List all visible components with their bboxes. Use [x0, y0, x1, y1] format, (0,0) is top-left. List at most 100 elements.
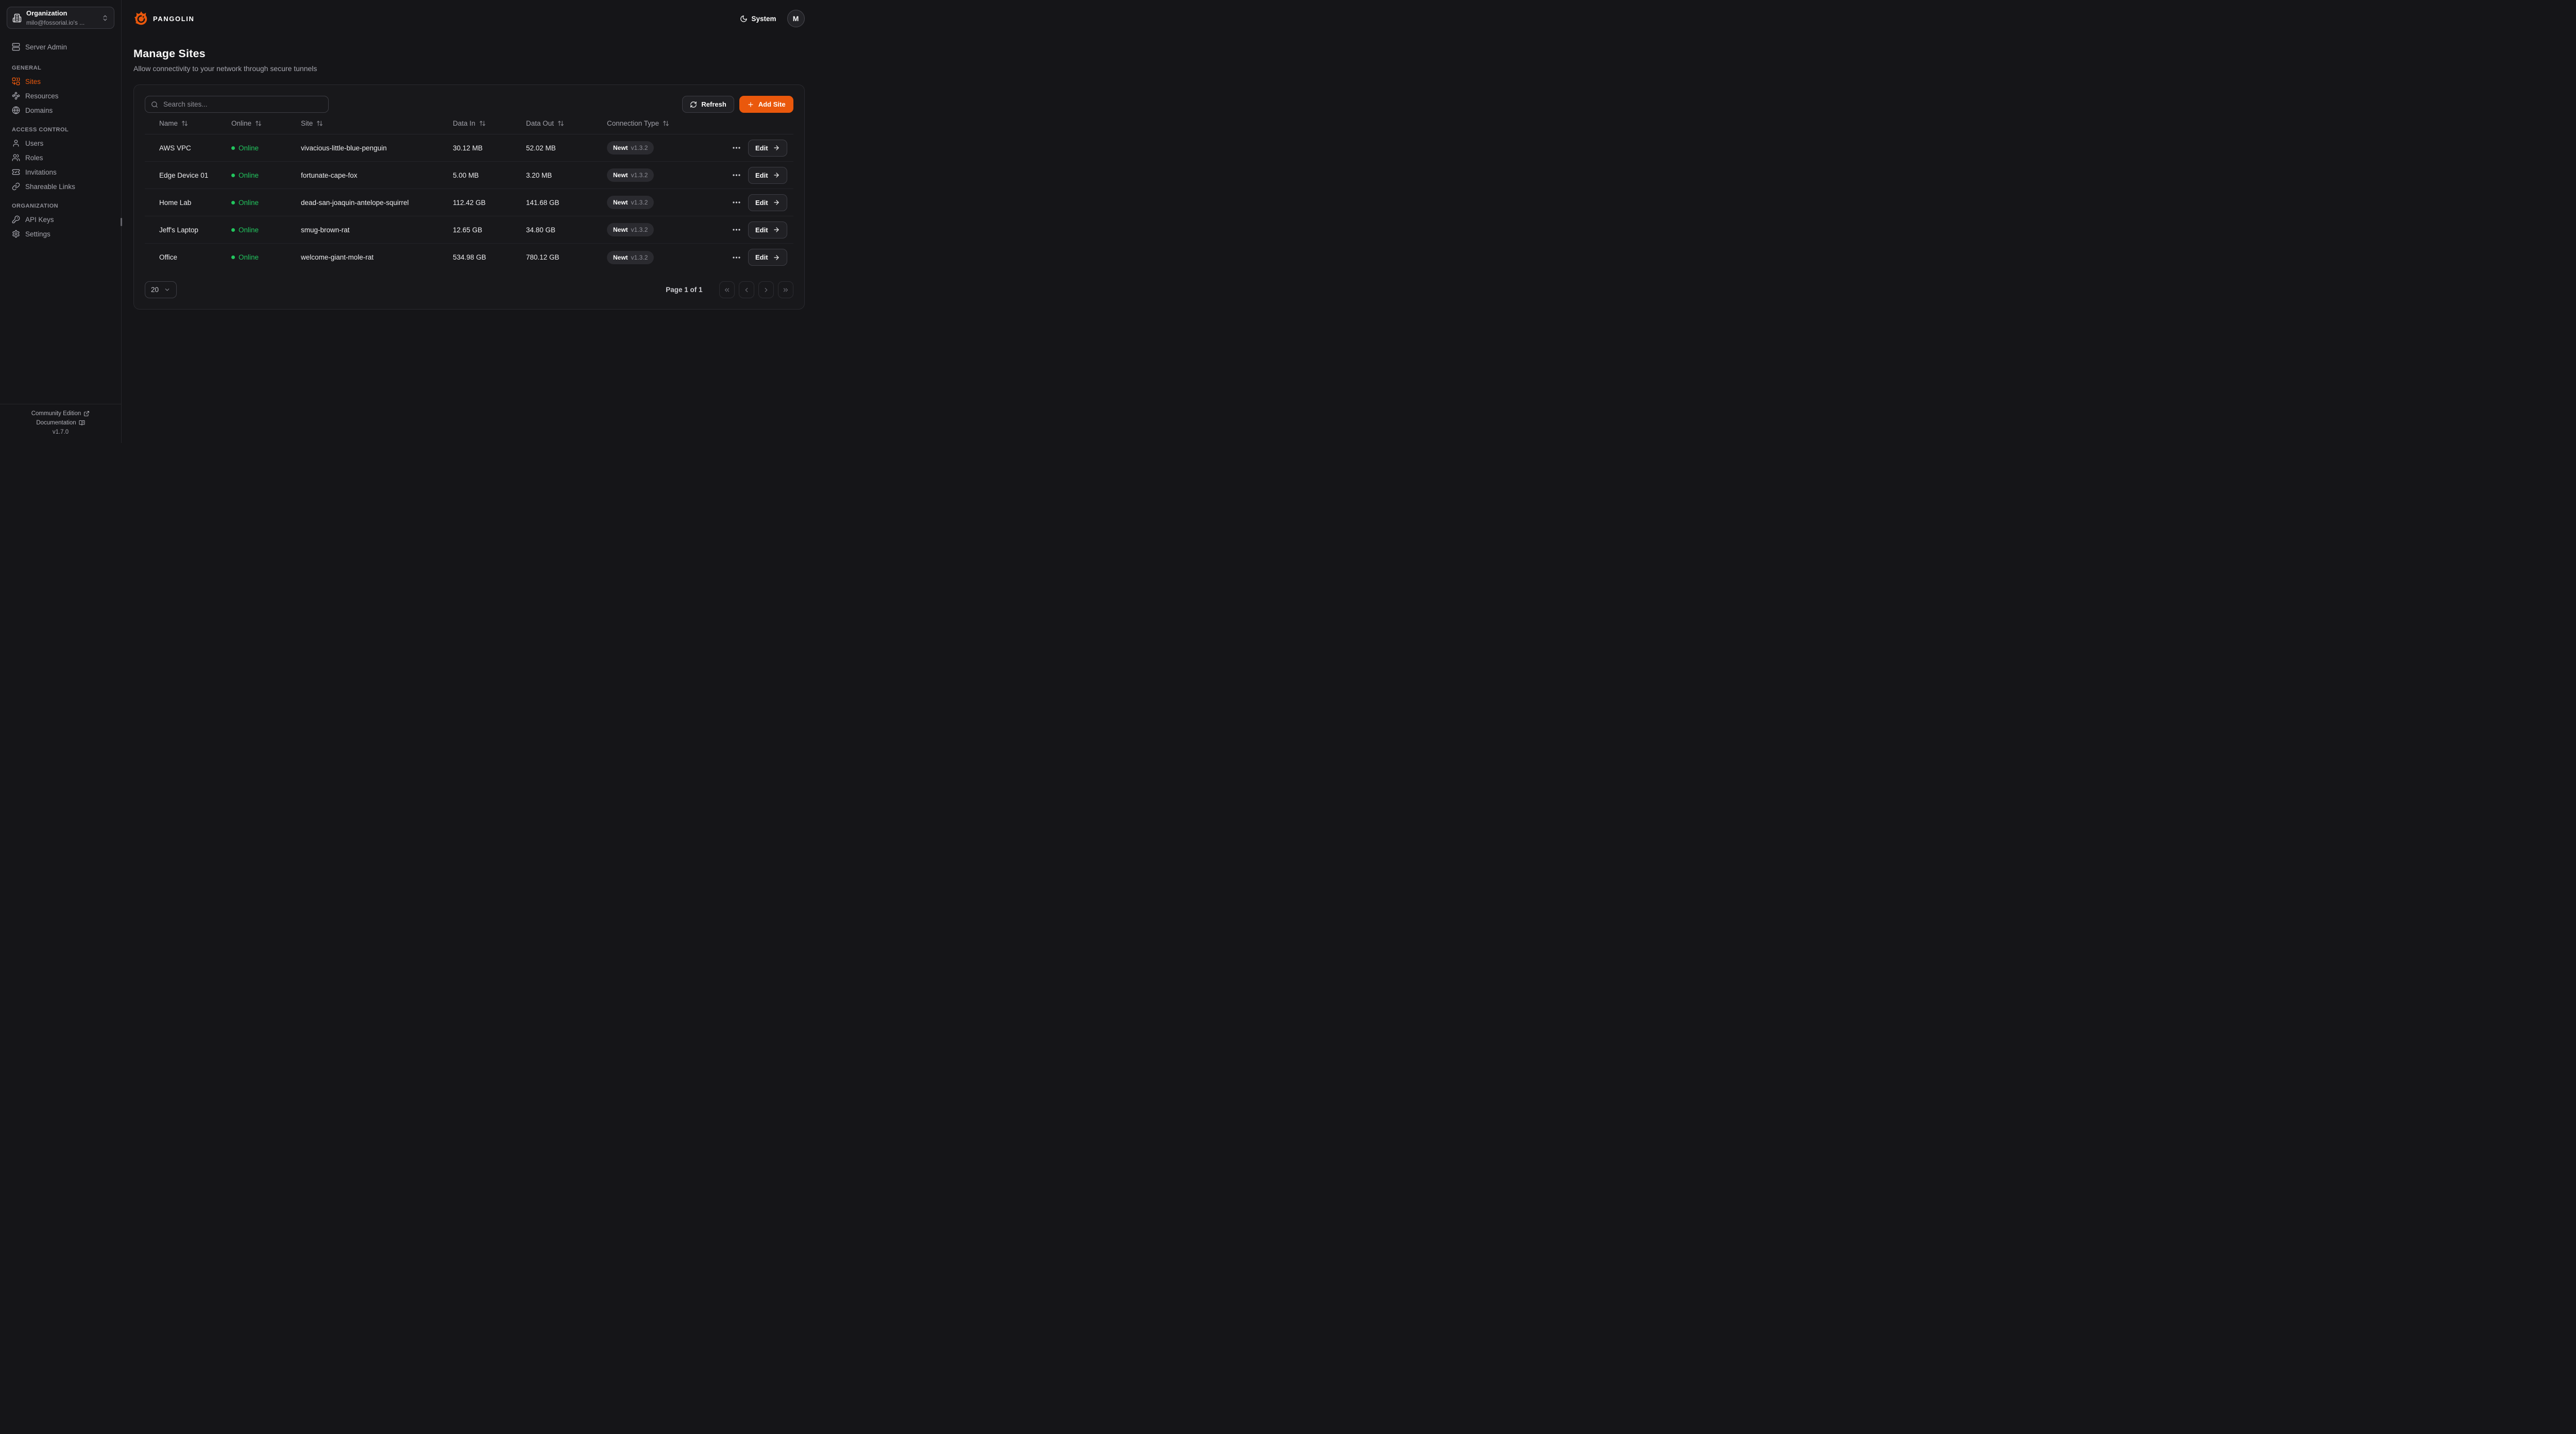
next-page-button[interactable]: [758, 281, 774, 298]
sidebar-item-label: Roles: [25, 153, 43, 162]
edit-label: Edit: [755, 144, 768, 152]
row-actions: Edit: [732, 139, 793, 157]
pangolin-logo-icon: [133, 11, 149, 26]
data-out: 141.68 GB: [526, 198, 560, 207]
edit-button[interactable]: Edit: [748, 139, 787, 157]
sidebar-item-settings[interactable]: Settings: [7, 227, 114, 241]
sidebar-item-shareable-links[interactable]: Shareable Links: [7, 179, 114, 194]
sort-icon: [181, 120, 188, 127]
plus-icon: [747, 101, 754, 108]
column-header-data-in[interactable]: Data In: [453, 120, 526, 127]
row-menu-button[interactable]: [732, 227, 741, 233]
column-header-data-out[interactable]: Data Out: [526, 120, 607, 127]
edit-button[interactable]: Edit: [748, 249, 787, 266]
data-in: 12.65 GB: [453, 226, 483, 234]
online-status: Online: [231, 226, 301, 234]
page-size-select[interactable]: 20: [145, 281, 177, 298]
server-icon: [12, 43, 20, 51]
org-selector[interactable]: Organization milo@fossorial.io's ...: [7, 7, 114, 29]
column-label: Site: [301, 120, 313, 127]
row-menu-button[interactable]: [732, 172, 741, 178]
sidebar-item-users[interactable]: Users: [7, 136, 114, 150]
connection-version: v1.3.2: [631, 144, 648, 151]
edit-label: Edit: [755, 226, 768, 234]
sidebar-item-roles[interactable]: Roles: [7, 150, 114, 165]
online-status: Online: [231, 253, 301, 261]
chevron-left-icon: [743, 286, 750, 294]
column-label: Online: [231, 120, 252, 127]
column-header-connection-type[interactable]: Connection Type: [607, 120, 732, 127]
chevrons-left-icon: [723, 286, 731, 294]
sidebar-item-api-keys[interactable]: API Keys: [7, 212, 114, 227]
gear-icon: [12, 230, 20, 238]
sort-icon: [557, 120, 564, 127]
chevrons-right-icon: [782, 286, 789, 294]
avatar[interactable]: M: [787, 10, 805, 27]
column-header-name[interactable]: Name: [145, 120, 231, 127]
refresh-button[interactable]: Refresh: [682, 96, 734, 113]
sidebar-item-label: Settings: [25, 230, 50, 238]
sidebar-item-resources[interactable]: Resources: [7, 89, 114, 103]
connection-version: v1.3.2: [631, 199, 648, 206]
column-label: Data Out: [526, 120, 554, 127]
data-out: 780.12 GB: [526, 253, 560, 261]
first-page-button[interactable]: [719, 281, 735, 298]
row-menu-button[interactable]: [732, 145, 741, 151]
edit-button[interactable]: Edit: [748, 221, 787, 238]
chevron-right-icon: [762, 286, 770, 294]
status-label: Online: [239, 144, 259, 152]
refresh-label: Refresh: [701, 100, 726, 108]
arrow-right-icon: [773, 254, 780, 261]
table-row: Jeff's Laptop Online smug-brown-rat 12.6…: [145, 216, 793, 244]
search-input[interactable]: [162, 100, 323, 109]
org-selector-texts: Organization milo@fossorial.io's ...: [26, 9, 97, 27]
column-header-site[interactable]: Site: [301, 120, 453, 127]
refresh-icon: [690, 101, 697, 108]
sidebar-nav: Server Admin GENERAL Sites Resources Dom…: [0, 36, 121, 241]
external-link-icon: [83, 411, 90, 417]
last-page-button[interactable]: [777, 281, 793, 298]
site-slug: smug-brown-rat: [301, 226, 350, 234]
sidebar-resize-handle[interactable]: [121, 218, 122, 226]
connection-type-badge: Newt v1.3.2: [607, 168, 654, 182]
table-header-row: Name Online Site Data In Data Out: [145, 113, 793, 134]
sidebar-item-invitations[interactable]: Invitations: [7, 165, 114, 179]
sidebar-footer: Community Edition Documentation v1.7.0: [0, 404, 121, 443]
section-heading-organization: ORGANIZATION: [12, 203, 59, 209]
row-menu-button[interactable]: [732, 199, 741, 206]
connection-type-badge: Newt v1.3.2: [607, 196, 654, 209]
column-label: Connection Type: [607, 120, 659, 127]
sidebar-item-label: Domains: [25, 106, 53, 114]
users-icon: [12, 153, 20, 162]
theme-toggle[interactable]: System: [740, 15, 776, 23]
sidebar-item-server-admin[interactable]: Server Admin: [7, 40, 114, 54]
user-icon: [12, 139, 20, 147]
status-dot-icon: [231, 173, 235, 177]
pangolin-logo: PANGOLIN: [133, 11, 194, 26]
status-dot-icon: [231, 146, 235, 150]
column-header-online[interactable]: Online: [231, 120, 301, 127]
community-edition-link[interactable]: Community Edition: [0, 409, 121, 418]
sidebar-item-sites[interactable]: Sites: [7, 74, 114, 89]
documentation-link[interactable]: Documentation: [0, 418, 121, 428]
header-controls: System M: [740, 10, 805, 27]
add-site-button[interactable]: Add Site: [739, 96, 793, 113]
page-subtitle: Allow connectivity to your network throu…: [133, 64, 317, 73]
connection-type: Newt: [613, 253, 628, 261]
edit-button[interactable]: Edit: [748, 194, 787, 211]
table-row: AWS VPC Online vivacious-little-blue-pen…: [145, 134, 793, 162]
sidebar-item-label: Server Admin: [25, 43, 67, 51]
connection-type-badge: Newt v1.3.2: [607, 223, 654, 236]
edit-button[interactable]: Edit: [748, 166, 787, 184]
search-box: [145, 96, 329, 113]
connection-version: v1.3.2: [631, 253, 648, 261]
community-edition-label: Community Edition: [31, 411, 81, 417]
connection-version: v1.3.2: [631, 226, 648, 233]
prev-page-button[interactable]: [738, 281, 754, 298]
sidebar-item-domains[interactable]: Domains: [7, 103, 114, 117]
version-label: v1.7.0: [52, 429, 69, 435]
sidebar-item-label: Sites: [25, 77, 41, 86]
page-head: Manage Sites Allow connectivity to your …: [133, 47, 805, 73]
row-actions: Edit: [732, 221, 793, 238]
row-menu-button[interactable]: [732, 254, 741, 261]
